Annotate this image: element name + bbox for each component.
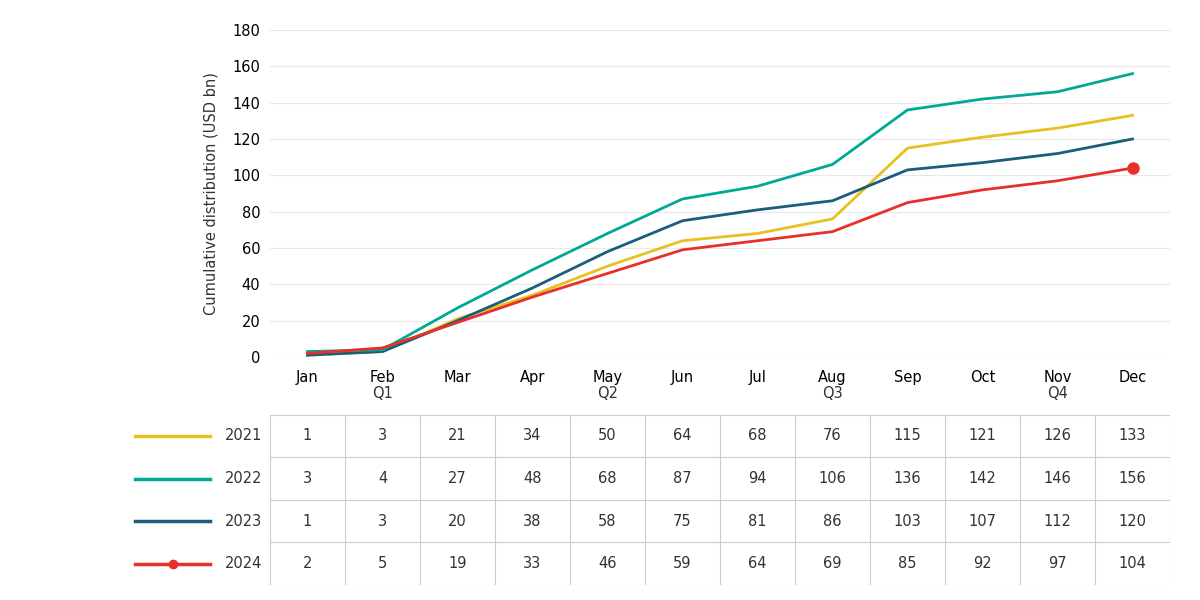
Text: 68: 68 (599, 471, 617, 486)
Text: 75: 75 (673, 514, 692, 529)
Text: 5: 5 (378, 556, 388, 571)
Text: Q1: Q1 (372, 386, 392, 401)
Text: 2021: 2021 (226, 428, 263, 443)
Text: 50: 50 (598, 428, 617, 443)
Text: 121: 121 (968, 428, 996, 443)
Text: 2: 2 (302, 556, 312, 571)
Text: 69: 69 (823, 556, 841, 571)
Text: 156: 156 (1118, 471, 1146, 486)
Text: 81: 81 (749, 514, 767, 529)
Y-axis label: Cumulative distribution (USD bn): Cumulative distribution (USD bn) (203, 72, 218, 315)
Text: Q3: Q3 (822, 386, 842, 401)
Text: 3: 3 (378, 428, 388, 443)
Text: 20: 20 (448, 514, 467, 529)
Text: 21: 21 (448, 428, 467, 443)
Text: 126: 126 (1044, 428, 1072, 443)
Text: 3: 3 (378, 514, 388, 529)
Text: 64: 64 (749, 556, 767, 571)
Text: 1: 1 (302, 514, 312, 529)
Text: 58: 58 (599, 514, 617, 529)
Text: 112: 112 (1044, 514, 1072, 529)
Text: 103: 103 (894, 514, 922, 529)
Text: 97: 97 (1048, 556, 1067, 571)
Text: 68: 68 (749, 428, 767, 443)
Text: 142: 142 (968, 471, 996, 486)
Text: 107: 107 (968, 514, 996, 529)
Text: 2023: 2023 (226, 514, 263, 529)
Text: 92: 92 (973, 556, 992, 571)
Text: 136: 136 (894, 471, 922, 486)
Text: 59: 59 (673, 556, 691, 571)
Text: 27: 27 (448, 471, 467, 486)
Text: 64: 64 (673, 428, 691, 443)
Text: 115: 115 (894, 428, 922, 443)
Text: Q4: Q4 (1048, 386, 1068, 401)
Text: 86: 86 (823, 514, 841, 529)
Text: 34: 34 (523, 428, 541, 443)
Text: 38: 38 (523, 514, 541, 529)
Text: 120: 120 (1118, 514, 1146, 529)
Text: 76: 76 (823, 428, 842, 443)
Text: Q2: Q2 (598, 386, 618, 401)
Text: 1: 1 (302, 428, 312, 443)
Text: 133: 133 (1118, 428, 1146, 443)
Text: 48: 48 (523, 471, 541, 486)
Text: 87: 87 (673, 471, 692, 486)
Text: 46: 46 (599, 556, 617, 571)
Text: 106: 106 (818, 471, 846, 486)
Text: 2022: 2022 (226, 471, 263, 486)
Text: 85: 85 (899, 556, 917, 571)
Text: 33: 33 (523, 556, 541, 571)
Text: 4: 4 (378, 471, 388, 486)
Text: 19: 19 (449, 556, 467, 571)
Text: 2024: 2024 (226, 556, 263, 571)
Text: 3: 3 (302, 471, 312, 486)
Text: 94: 94 (749, 471, 767, 486)
Text: 104: 104 (1118, 556, 1146, 571)
Text: 146: 146 (1044, 471, 1072, 486)
